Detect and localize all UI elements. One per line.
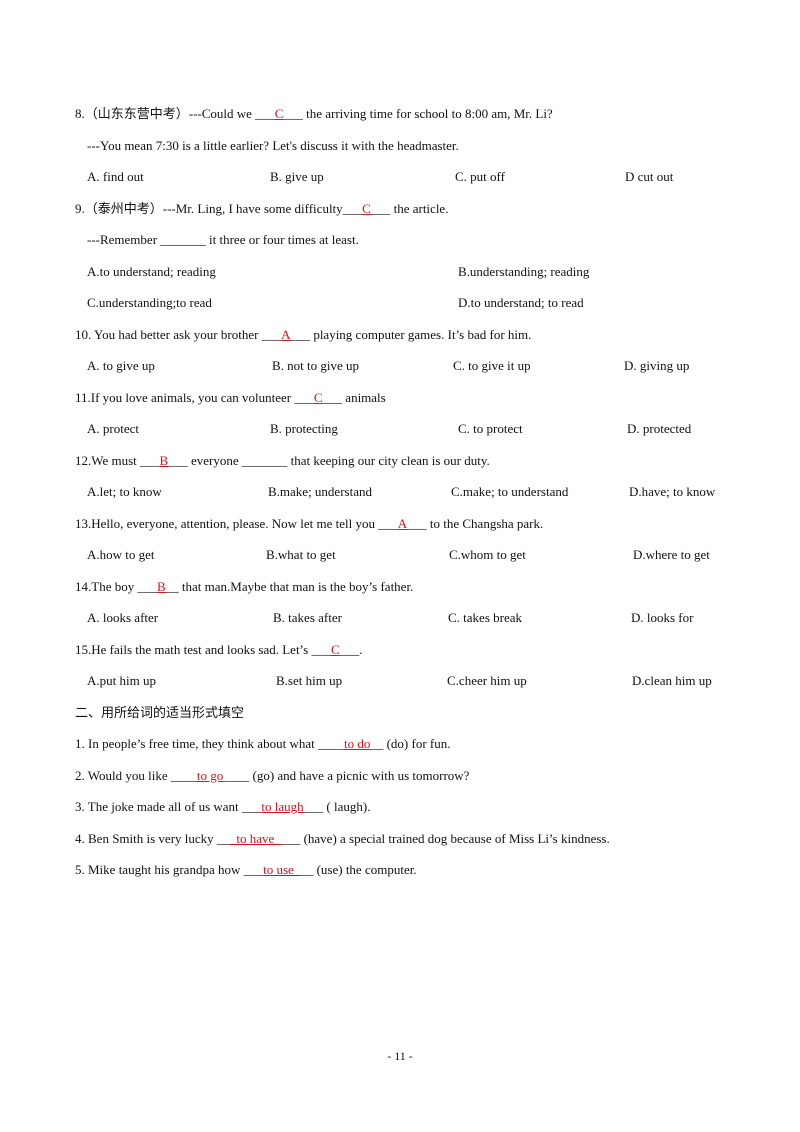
option: D.to understand; to read: [458, 295, 584, 310]
answer: to go: [196, 767, 224, 783]
question-stem: 13.Hello, everyone, attention, please. N…: [75, 516, 543, 532]
answer: C: [362, 200, 371, 216]
stem-text: ___ the arriving time for school to 8:00…: [283, 106, 553, 121]
option: B. not to give up: [272, 358, 360, 373]
question-line: ---You mean 7:30 is a little earlier? Le…: [87, 137, 459, 153]
stem-text: ___ (have) a special trained dog because…: [280, 830, 610, 846]
option: B.set him up: [276, 673, 343, 688]
stem-text: 11.If you love animals, you can voluntee…: [75, 389, 314, 405]
option: B.make; understand: [268, 484, 372, 499]
question-stem: 9.（泰州中考）---Mr. Ling, I have some difficu…: [75, 201, 448, 217]
option: B. give up: [270, 169, 324, 184]
option: C. put off: [455, 169, 505, 184]
stem-text: ___ ( laugh).: [303, 799, 371, 814]
stem-text: __ (do) for fun.: [370, 736, 451, 751]
question-stem: 10. You had better ask your brother ___A…: [75, 327, 531, 343]
option: A.to understand; reading: [87, 263, 216, 279]
answer: to do: [343, 736, 371, 751]
option: D.where to get: [633, 547, 710, 562]
answer: A: [397, 515, 408, 531]
option: D.clean him up: [632, 673, 712, 688]
option: A.how to get: [87, 547, 155, 562]
option: A. looks after: [87, 610, 159, 625]
option: C. to give it up: [453, 358, 531, 373]
option: C.understanding;to read: [87, 295, 212, 310]
stem-text: ___ animals: [322, 389, 386, 405]
stem-text: 15.He fails the math test and looks sad.…: [75, 641, 331, 657]
fill-item: 2. Would you like ____to go____ (go) and…: [75, 768, 469, 784]
stem-text: ___ playing computer games. It’s bad for…: [290, 326, 532, 342]
answer: to use_: [263, 862, 301, 877]
answer: B: [159, 452, 169, 468]
stem-text: 4. Ben Smith is very lucky __: [75, 830, 230, 846]
option: B. protecting: [270, 421, 338, 436]
stem-text: ___.: [339, 641, 363, 657]
answer: A: [281, 326, 291, 342]
stem-text: ___ to the Changsha park.: [407, 515, 544, 531]
option: D.have; to know: [629, 484, 716, 499]
fill-item: 1. In people’s free time, they think abo…: [75, 736, 451, 752]
fill-item: 4. Ben Smith is very lucky ___to have___…: [75, 831, 610, 847]
page-number: - 11 -: [387, 1049, 413, 1063]
stem-text: 14.The boy ___: [75, 578, 157, 594]
stem-text: ____ (go) and have a picnic with us tomo…: [223, 767, 470, 783]
stem-text: 10. You had better ask your brother ___: [75, 326, 282, 342]
section-title: 二、用所给词的适当形式填空: [75, 704, 245, 720]
stem-text: __ that man.Maybe that man is the boy’s …: [165, 578, 414, 594]
fill-item: 3. The joke made all of us want ___to la…: [75, 799, 370, 815]
option: C.make; to understand: [451, 484, 569, 499]
stem-text: 2. Would you like ____: [75, 767, 197, 783]
question-stem: 12.We must ___B___ everyone _______ that…: [75, 453, 490, 469]
option: D. looks for: [631, 610, 694, 625]
stem-text: ___ the article.: [370, 200, 449, 216]
stem-text: 12.We must ___: [75, 452, 160, 468]
option: D. protected: [627, 421, 692, 436]
answer: B: [156, 578, 166, 594]
answer: _to have_: [229, 830, 281, 846]
option: C. to protect: [458, 421, 523, 436]
fill-item: 5. Mike taught his grandpa how ___to use…: [75, 862, 417, 878]
answer: to laugh: [261, 799, 304, 814]
question-stem: 11.If you love animals, you can voluntee…: [75, 390, 386, 406]
question-stem: 8.（山东东营中考）---Could we ___C___ the arrivi…: [75, 106, 553, 122]
answer: C: [274, 106, 284, 121]
option: D. giving up: [624, 358, 690, 373]
answer: C: [313, 389, 323, 405]
stem-text: 3. The joke made all of us want ___: [75, 799, 262, 814]
option: A. to give up: [87, 358, 155, 373]
option: C.cheer him up: [447, 673, 527, 688]
option: B. takes after: [273, 610, 342, 625]
stem-text: 1. In people’s free time, they think abo…: [75, 736, 344, 751]
option: B.what to get: [266, 547, 336, 562]
stem-text: 5. Mike taught his grandpa how ___: [75, 862, 264, 877]
question-stem: 15.He fails the math test and looks sad.…: [75, 642, 362, 658]
option: B.understanding; reading: [458, 263, 590, 279]
option: A. protect: [87, 421, 139, 436]
option: C.whom to get: [449, 547, 526, 562]
option: C. takes break: [448, 610, 523, 625]
answer: C: [330, 641, 340, 657]
stem-text: 13.Hello, everyone, attention, please. N…: [75, 515, 398, 531]
question-line: ---Remember _______ it three or four tim…: [87, 232, 359, 247]
option: A.let; to know: [87, 484, 162, 499]
option: D cut out: [625, 169, 674, 184]
stem-text: ___ everyone _______ that keeping our ci…: [168, 452, 490, 468]
stem-text: 9.（泰州中考）---Mr. Ling, I have some difficu…: [75, 200, 363, 216]
stem-text: __ (use) the computer.: [300, 862, 417, 877]
question-stem: 14.The boy ___B__ that man.Maybe that ma…: [75, 579, 413, 595]
stem-text: 8.（山东东营中考）---Could we ___: [75, 106, 275, 121]
option: A.put him up: [87, 673, 156, 688]
option: A. find out: [87, 169, 144, 184]
